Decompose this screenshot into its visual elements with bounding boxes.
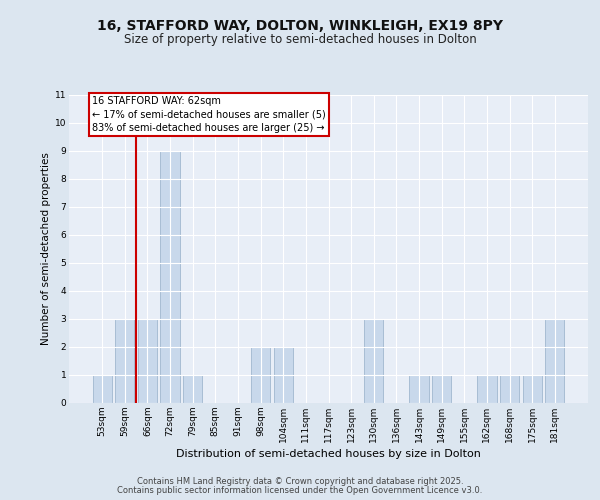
Y-axis label: Number of semi-detached properties: Number of semi-detached properties <box>41 152 50 345</box>
Bar <box>409 374 428 402</box>
Bar <box>160 151 180 403</box>
Bar <box>500 374 519 402</box>
Bar <box>545 318 565 402</box>
Bar <box>523 374 542 402</box>
Text: Size of property relative to semi-detached houses in Dolton: Size of property relative to semi-detach… <box>124 34 476 46</box>
Bar <box>274 346 293 403</box>
X-axis label: Distribution of semi-detached houses by size in Dolton: Distribution of semi-detached houses by … <box>176 448 481 458</box>
Text: 16 STAFFORD WAY: 62sqm
← 17% of semi-detached houses are smaller (5)
83% of semi: 16 STAFFORD WAY: 62sqm ← 17% of semi-det… <box>92 96 326 133</box>
Text: Contains HM Land Registry data © Crown copyright and database right 2025.: Contains HM Land Registry data © Crown c… <box>137 477 463 486</box>
Bar <box>432 374 451 402</box>
Bar <box>115 318 134 402</box>
Bar <box>183 374 202 402</box>
Bar <box>251 346 270 403</box>
Bar <box>477 374 497 402</box>
Bar <box>92 374 112 402</box>
Text: Contains public sector information licensed under the Open Government Licence v3: Contains public sector information licen… <box>118 486 482 495</box>
Bar <box>138 318 157 402</box>
Text: 16, STAFFORD WAY, DOLTON, WINKLEIGH, EX19 8PY: 16, STAFFORD WAY, DOLTON, WINKLEIGH, EX1… <box>97 19 503 33</box>
Bar <box>364 318 383 402</box>
